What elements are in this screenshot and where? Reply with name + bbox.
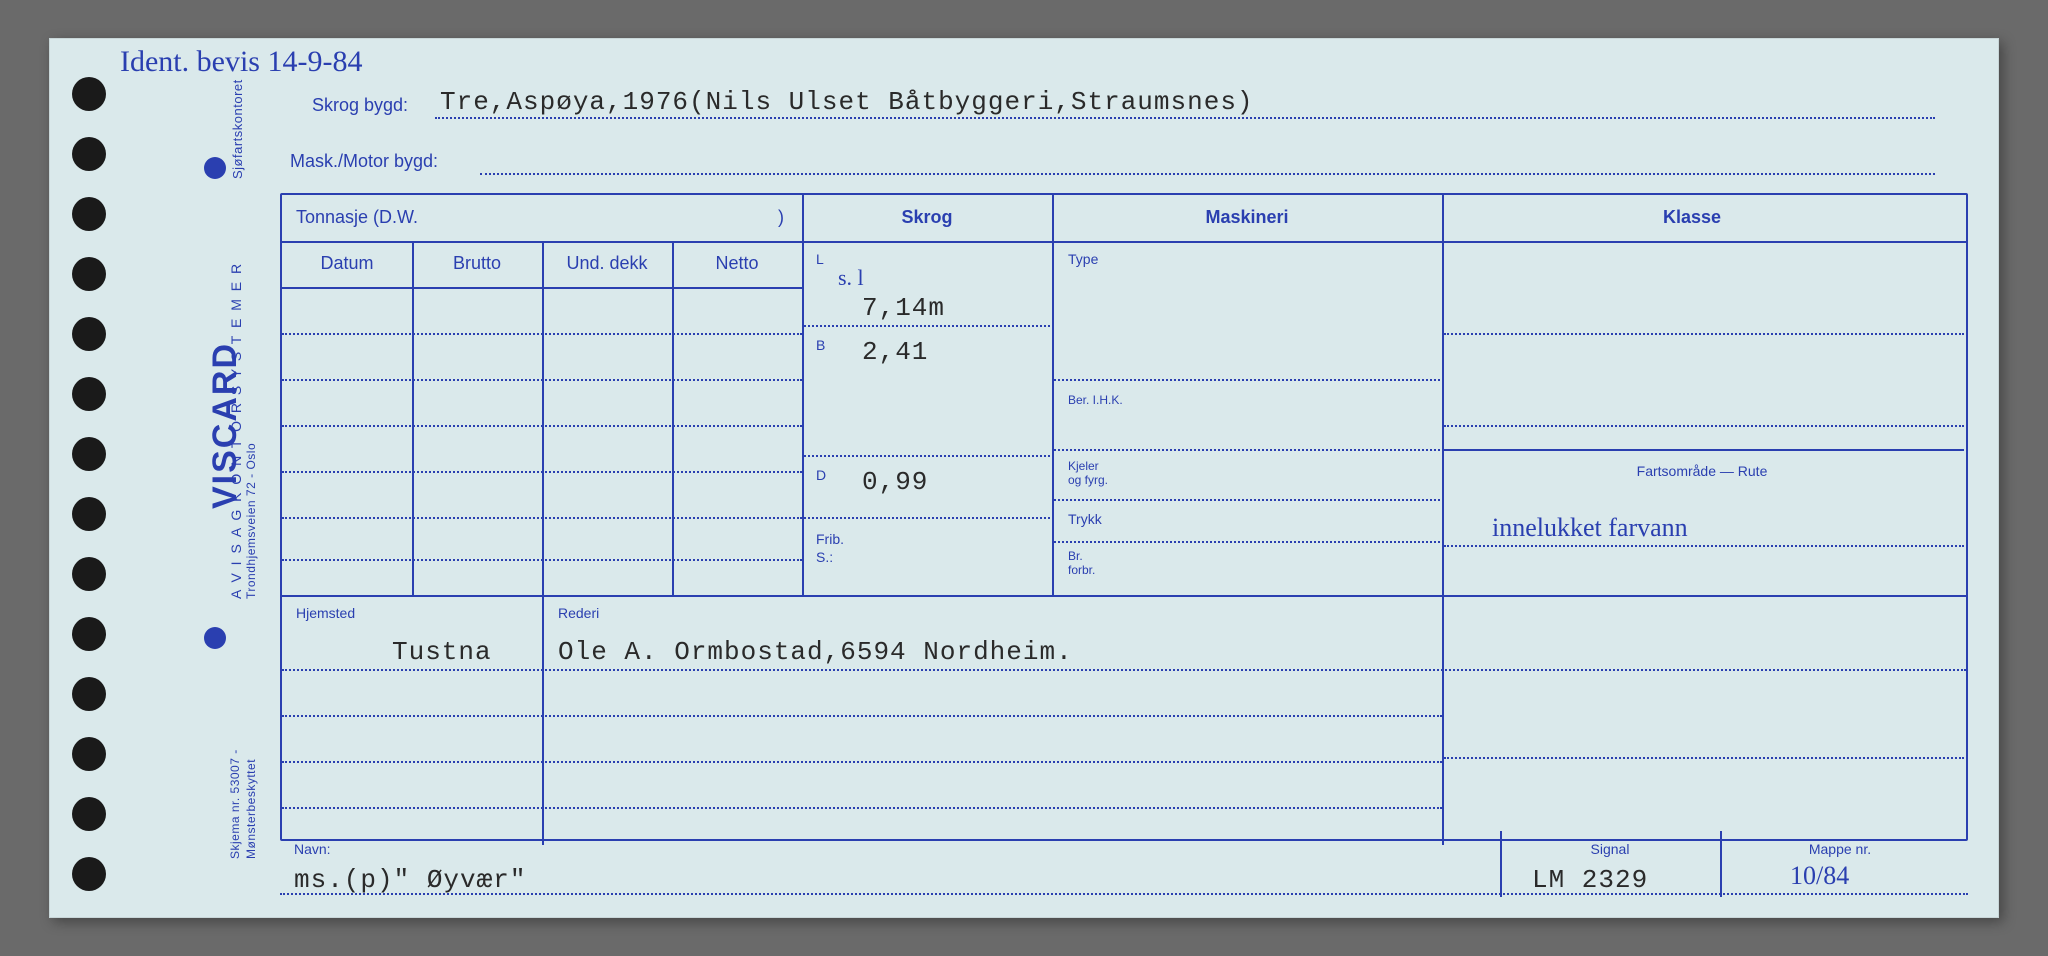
col-und: Und. dekk: [542, 253, 672, 274]
hjemsted-value: Tustna: [392, 637, 492, 667]
side-kontor: A V I S A G K O N T O R S Y S T E M E R: [228, 262, 244, 599]
footer-row: Navn: ms.(p)" Øyvær" Signal LM 2329 Mapp…: [280, 841, 1968, 897]
mask-trykk-label: Trykk: [1068, 511, 1102, 527]
skrog-bygd-label: Skrog bygd:: [312, 95, 408, 116]
side-monster: Mønsterbeskyttet: [244, 759, 258, 859]
skrog-s-label: S.:: [816, 549, 833, 565]
tonnasje-title: Tonnasje (D.W.: [296, 207, 418, 228]
side-sjofart: Sjøfartskontoret: [230, 79, 245, 179]
side-skjema: Skjema nr. 53007 -: [228, 749, 242, 859]
klasse-title: Klasse: [1442, 207, 1942, 228]
navn-label: Navn:: [294, 841, 331, 857]
skrog-bygd-value: Tre,Aspøya,1976(Nils Ulset Båtbyggeri,St…: [440, 87, 1254, 117]
klasse-farts-hand: innelukket farvann: [1492, 513, 1688, 543]
skrog-D-label: D: [816, 467, 826, 483]
main-grid: Tonnasje (D.W. ) Skrog Maskineri Klasse …: [280, 193, 1968, 841]
skrog-L-hand: s. l: [838, 265, 864, 291]
mappe-value: 10/84: [1790, 861, 1849, 891]
col-netto: Netto: [672, 253, 802, 274]
skrog-D-value: 0,99: [862, 467, 928, 497]
mask-kjeler-label: Kjeler og fyrg.: [1068, 459, 1108, 487]
skrog-title: Skrog: [802, 207, 1052, 228]
form-area: Skrog bygd: Tre,Aspøya,1976(Nils Ulset B…: [280, 59, 1968, 897]
maskineri-title: Maskineri: [1052, 207, 1442, 228]
mask-type-label: Type: [1068, 251, 1098, 267]
skrog-B-value: 2,41: [862, 337, 928, 367]
mappe-label: Mappe nr.: [1720, 841, 1960, 857]
rederi-value: Ole A. Ormbostad,6594 Nordheim.: [558, 637, 1073, 667]
klasse-farts-label: Fartsområde — Rute: [1442, 463, 1962, 479]
mask-motor-label: Mask./Motor bygd:: [290, 151, 438, 172]
col-datum: Datum: [282, 253, 412, 274]
skrog-L-value: 7,14m: [862, 293, 945, 323]
signal-value: LM 2329: [1532, 865, 1648, 895]
signal-label: Signal: [1500, 841, 1720, 857]
hjemsted-label: Hjemsted: [296, 605, 355, 621]
skrog-L-label: L: [816, 251, 824, 267]
mask-ber-label: Ber. I.H.K.: [1068, 393, 1123, 407]
tonnasje-close: ): [778, 207, 784, 228]
navn-value: ms.(p)" Øyvær": [294, 865, 526, 895]
side-dot: [204, 627, 226, 649]
rederi-label: Rederi: [558, 605, 599, 621]
skrog-frib-label: Frib.: [816, 531, 844, 547]
col-brutto: Brutto: [412, 253, 542, 274]
side-dot: [204, 157, 226, 179]
skrog-B-label: B: [816, 337, 825, 353]
index-card: Sjøfartskontoret VISCARD A V I S A G K O…: [49, 38, 1999, 918]
mask-br-label: Br. forbr.: [1068, 549, 1095, 577]
side-addr: Trondhjemsveien 72 - Oslo: [244, 443, 258, 599]
